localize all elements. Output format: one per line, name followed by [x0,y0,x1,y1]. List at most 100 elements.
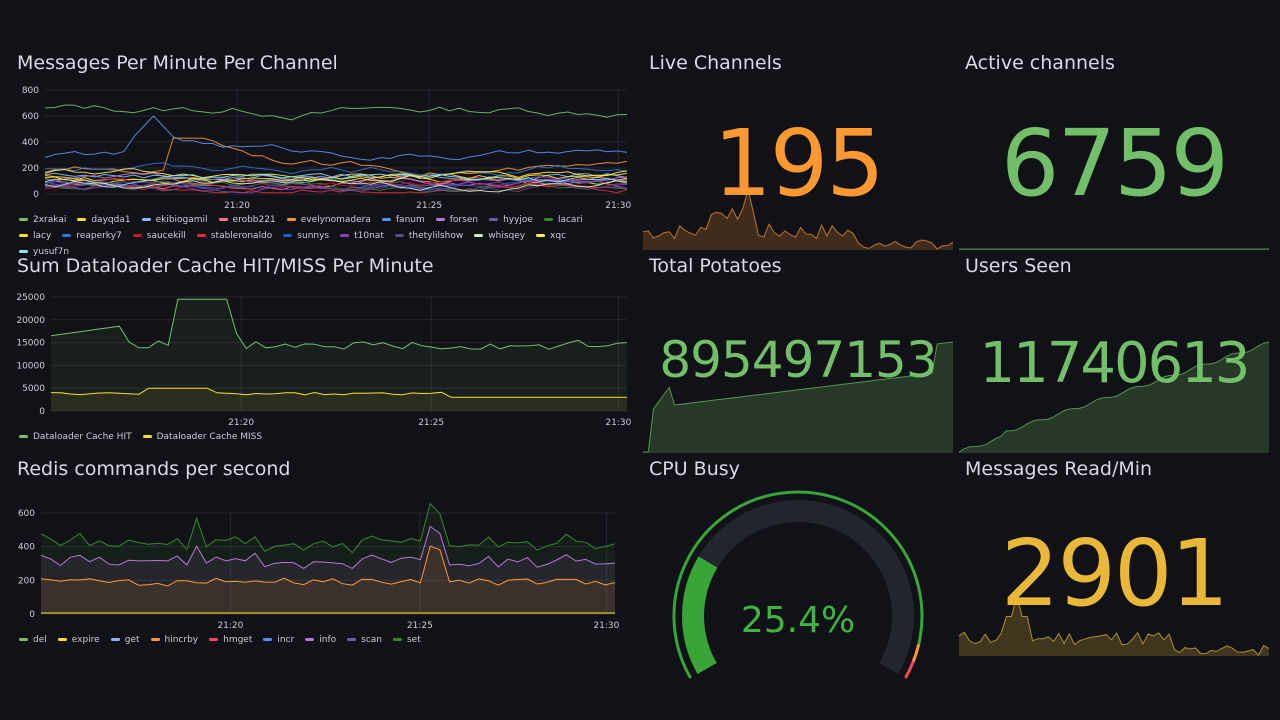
legend-swatch [435,218,445,221]
legend-swatch [218,218,228,221]
panel-title[interactable]: Active channels [965,52,1115,74]
legend-item[interactable]: fanum [381,212,425,228]
y-tick-label: 200 [22,164,39,174]
legend-swatch [347,638,357,641]
y-tick-label: 5000 [22,384,45,394]
legend-swatch [394,234,404,237]
series-line [50,387,627,398]
gauge-threshold-arc [904,661,915,679]
panel-active-channels: Active channels 6759 [959,52,1269,250]
legend-item[interactable]: dayqda1 [77,212,131,228]
legend-swatch [19,234,28,237]
panel-title[interactable]: Sum Dataloader Cache HIT/MISS Per Minute [17,255,434,277]
legend-item[interactable]: scan [347,632,382,648]
legend-item[interactable]: Dataloader Cache MISS [142,429,263,445]
legend-item[interactable]: hincrby [150,632,198,648]
panel-users-seen: Users Seen 11740613 [958,255,1270,453]
legend-label: set [406,635,421,645]
legend-item[interactable]: saucekill [132,228,186,244]
legend-label: dayqda1 [91,215,131,225]
legend-item[interactable]: Dataloader Cache HIT [19,429,132,445]
y-tick-label: 0 [39,407,45,417]
panel-title[interactable]: Live Channels [649,52,782,74]
legend-item[interactable]: hmget [209,632,252,648]
legend-label: lacari [557,215,583,225]
legend-label: sunnys [297,231,330,241]
legend-swatch [489,218,499,221]
legend-item[interactable]: hyyjoe [489,212,533,228]
gauge-track [682,499,914,674]
legend-item[interactable]: yusuf7n [19,244,69,260]
y-tick-label: 600 [18,509,35,519]
legend-item[interactable]: forsen [435,212,479,228]
series-line [44,178,628,191]
legend-label: erobb221 [232,215,276,225]
legend-swatch [142,435,152,438]
redis-timeseries-chart[interactable]: 600 400 200 0 21:20 21:25 21:30 [17,488,629,648]
stat-value: 895497153 [659,331,937,389]
legend-item[interactable]: 2xrakai [19,212,66,228]
legend-item[interactable]: ekibiogamil [141,212,208,228]
legend-swatch [340,234,350,237]
cache-timeseries-chart[interactable]: 25000 20000 15000 10000 5000 0 21:20 21:25 21:30 [16,285,631,445]
legend-label: Dataloader Cache HIT [33,432,132,442]
panel-title[interactable]: Users Seen [965,255,1072,277]
y-tick-label: 10000 [16,361,45,371]
panel-redis-commands: Redis commands per second 600 400 200 0 21:2… [17,458,629,654]
legend-label: expire [71,635,100,645]
legend-label: yusuf7n [33,247,70,257]
legend-item[interactable]: t10nat [340,228,384,244]
legend-swatch [150,638,160,641]
legend-label: forsen [449,215,479,225]
legend-item[interactable]: lacari [543,212,583,228]
messages-timeseries-chart[interactable]: 800 600 400 200 0 21:20 21:25 21:30 [17,82,632,242]
legend-item[interactable]: set [392,632,421,648]
legend-item[interactable]: get [110,632,140,648]
legend-item[interactable]: sunnys [283,228,329,244]
legend-item[interactable]: evelynomadera [286,212,371,228]
legend-swatch [141,218,151,221]
series-line [44,104,628,121]
legend-item[interactable]: del [19,632,47,648]
x-tick-label: 21:30 [605,201,631,211]
legend-item[interactable]: xqc [536,228,566,244]
legend-item[interactable]: expire [57,632,100,648]
legend-item[interactable]: stableronaldo [196,228,272,244]
stat-value: 6759 [1000,110,1229,217]
panel-title[interactable]: CPU Busy [649,458,740,480]
legend-label: reaperky7 [76,231,122,241]
legend-item[interactable]: reaperky7 [62,228,122,244]
legend-item[interactable]: incr [263,632,294,648]
legend-item[interactable]: whisqey [474,228,525,244]
legend-label: saucekill [146,231,186,241]
series-line [44,137,628,177]
legend-label: ekibiogamil [155,215,208,225]
live-channels-sparkline [642,188,954,250]
series-line [44,173,628,188]
legend-item[interactable]: thetylilshow [394,228,463,244]
series-line [44,162,628,176]
y-tick-label: 20000 [16,316,45,326]
sparkline-line [958,594,1270,656]
legend-item[interactable]: lacy [19,228,51,244]
legend-swatch [110,638,120,641]
sparkline-area [643,189,953,250]
messages-read-sparkline [958,594,1270,656]
legend-label: scan [361,635,382,645]
series-area [51,299,627,411]
legend-item[interactable]: info [305,632,336,648]
series-area [41,526,615,614]
total-potatoes-sparkline [643,341,954,453]
legend-label: Dataloader Cache MISS [156,432,263,442]
panel-messages-read: Messages Read/Min 2901 [958,458,1270,656]
panel-title[interactable]: Messages Per Minute Per Channel [17,52,338,74]
y-tick-label: 800 [22,86,39,96]
panel-title[interactable]: Messages Read/Min [965,458,1153,480]
panel-messages-per-minute: Messages Per Minute Per Channel 800 600 40… [17,52,632,257]
x-tick-label: 21:20 [217,621,243,631]
y-tick-label: 200 [18,576,35,586]
panel-title[interactable]: Total Potatoes [649,255,782,277]
legend-item[interactable]: erobb221 [218,212,276,228]
y-tick-label: 400 [22,138,39,148]
panel-title[interactable]: Redis commands per second [17,458,291,480]
